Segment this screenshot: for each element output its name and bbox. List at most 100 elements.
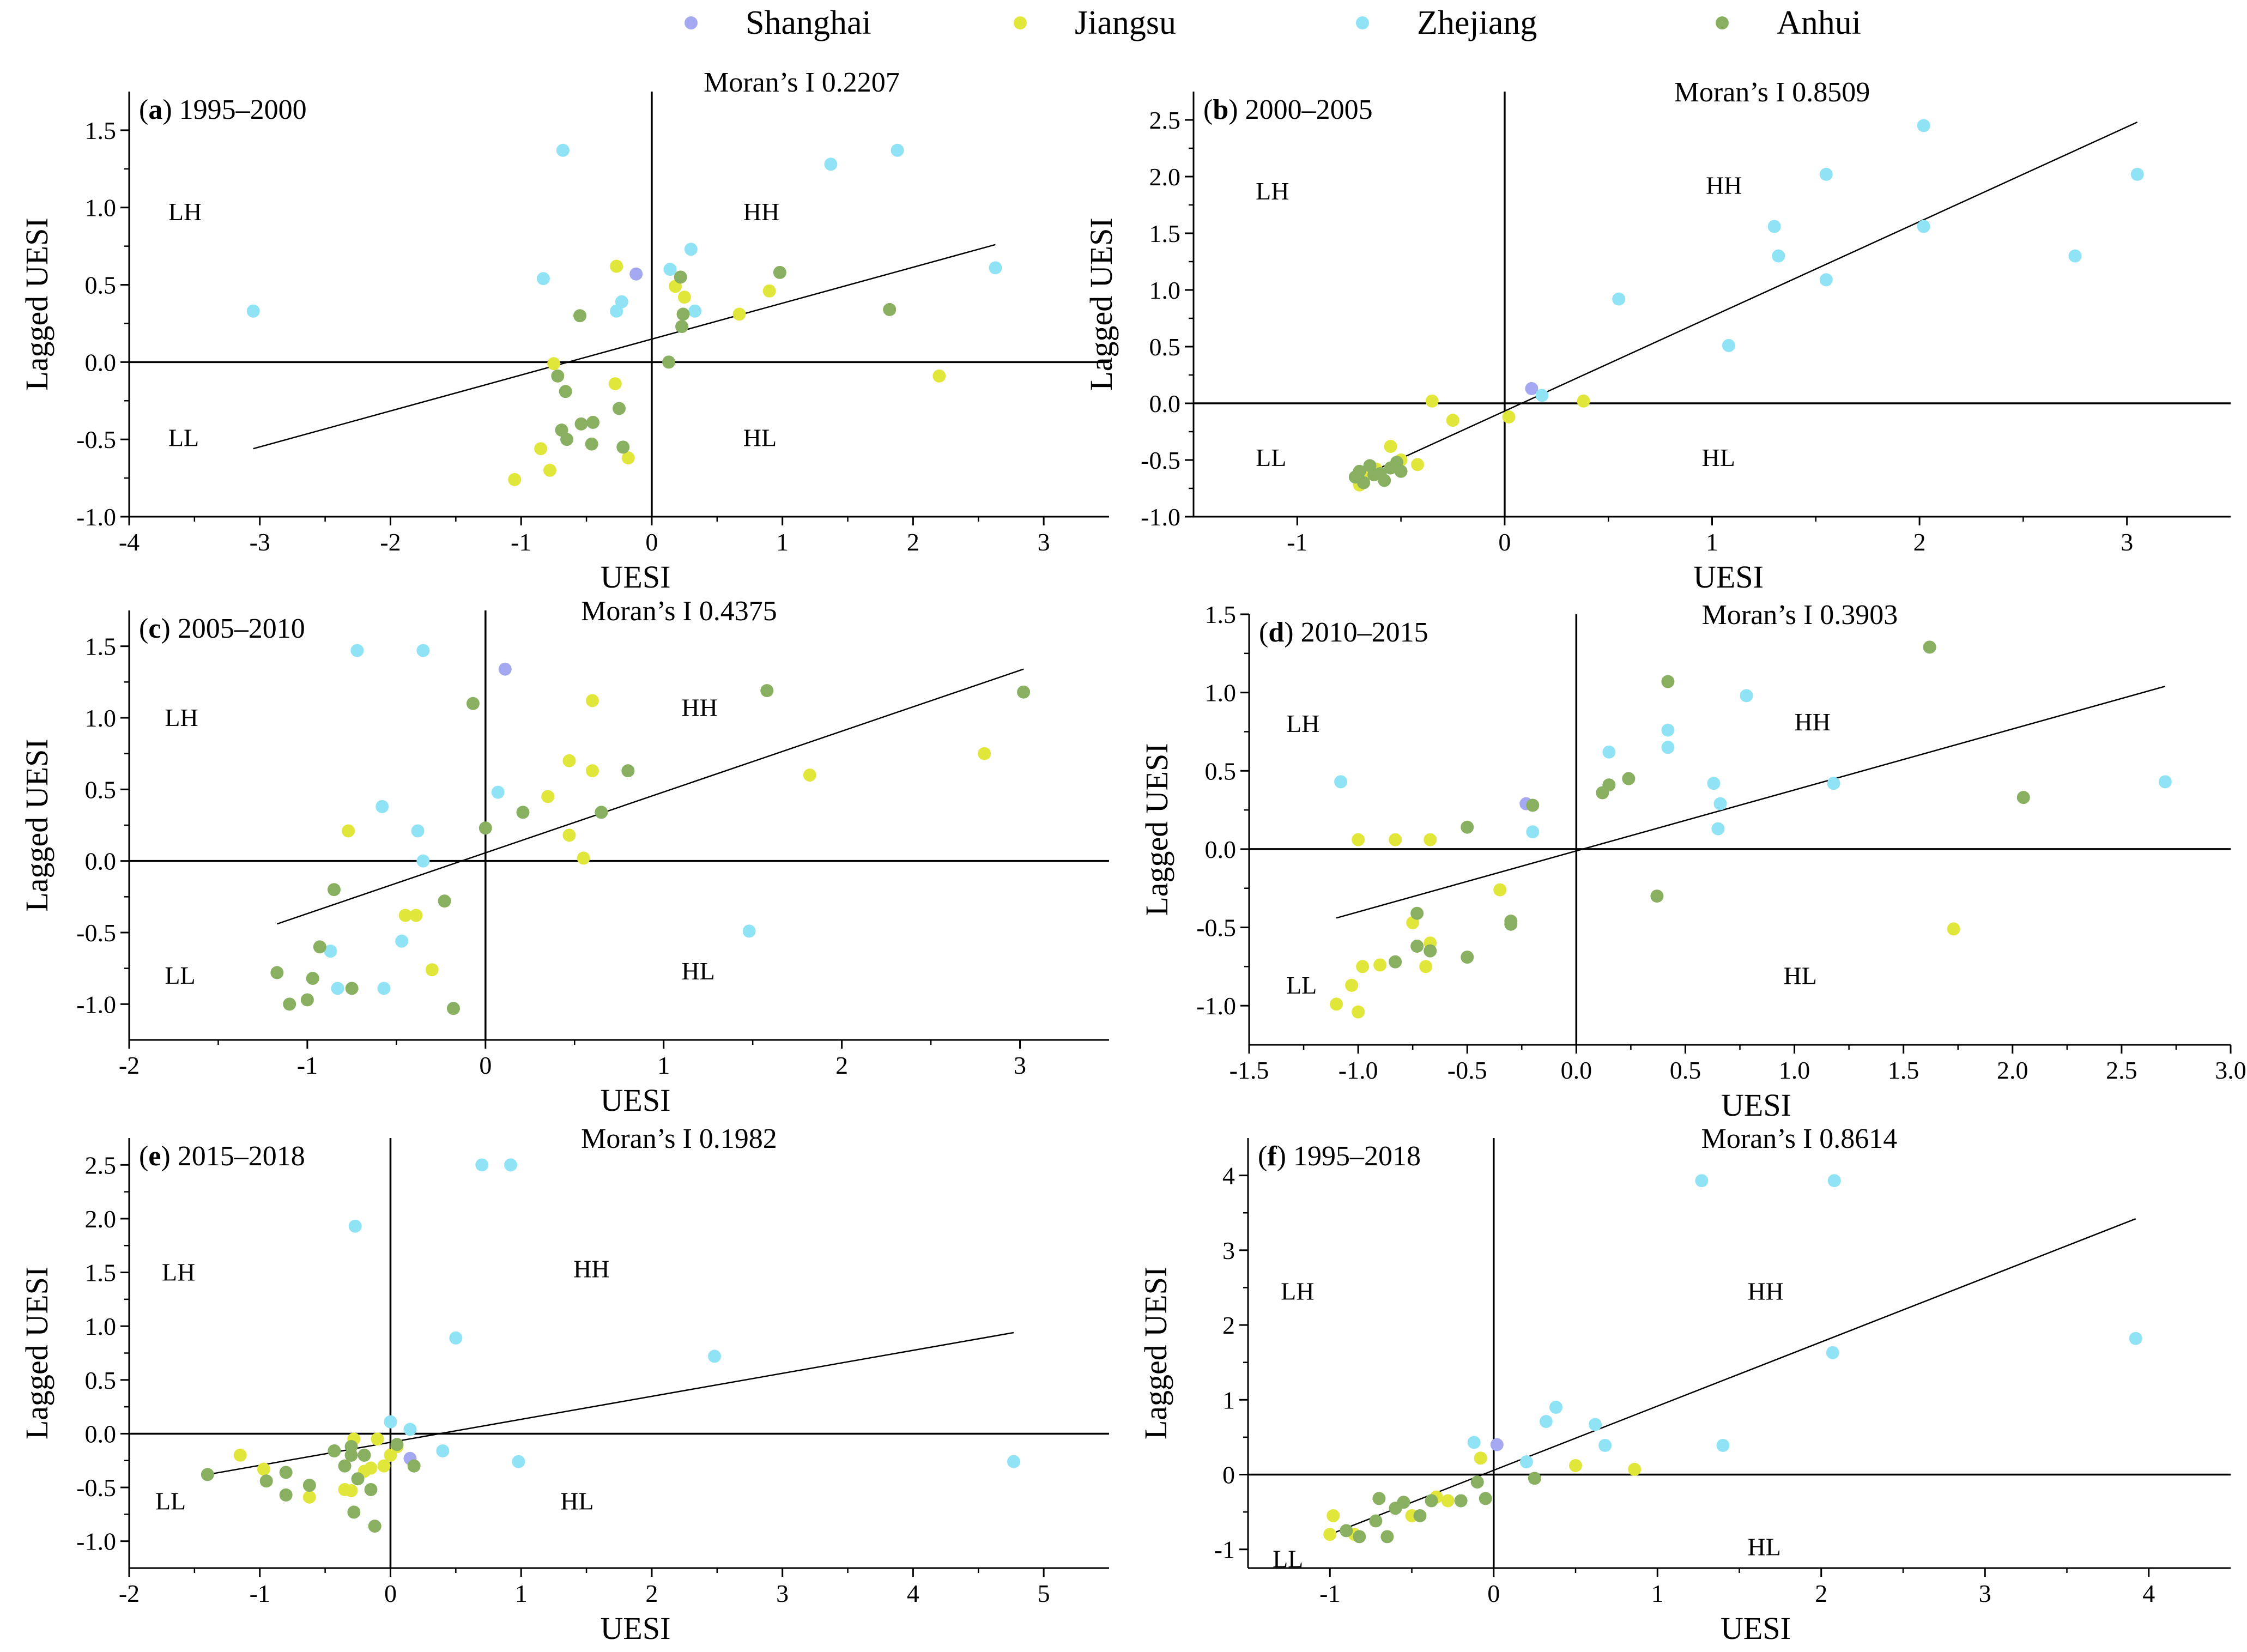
data-point-anhui	[302, 1479, 316, 1492]
y-tick-label: 0	[1222, 1461, 1235, 1488]
data-point-zhejiang	[416, 644, 430, 657]
data-point-anhui	[662, 355, 676, 369]
y-tick-label: -1.0	[76, 990, 116, 1018]
legend-marker	[1716, 16, 1729, 29]
data-point-zhejiang	[2129, 1332, 2142, 1345]
data-point-zhejiang	[1819, 273, 1833, 287]
quadrant-label-ll: LL	[1273, 1545, 1303, 1573]
data-point-zhejiang	[1713, 797, 1727, 810]
legend-item-zhejiang: Zhejiang	[1356, 4, 1537, 41]
y-tick-label: 0.0	[1149, 390, 1181, 417]
x-tick-label: 2.0	[1997, 1056, 2028, 1084]
panel-letter: a	[148, 94, 162, 125]
data-point-jiangsu	[1569, 1459, 1582, 1473]
legend-item-shanghai: Shanghai	[685, 4, 871, 41]
legend-label: Anhui	[1777, 4, 1861, 41]
panel-paren-close: )	[1277, 1141, 1293, 1172]
data-point-zhejiang	[536, 272, 550, 286]
data-point-jiangsu	[1502, 410, 1516, 423]
data-point-anhui	[1390, 456, 1403, 469]
x-axis-label: UESI	[601, 1611, 671, 1646]
data-point-jiangsu	[1356, 960, 1370, 973]
data-point-zhejiang	[384, 1415, 397, 1429]
series-zhejiang	[1467, 1174, 2142, 1469]
quadrant-label-lh: LH	[162, 1258, 195, 1286]
quadrant-label-lh: LH	[1256, 177, 1289, 205]
y-axis-label: Lagged UESI	[19, 1267, 54, 1439]
data-point-zhejiang	[684, 243, 698, 256]
data-point-zhejiang	[610, 304, 623, 318]
y-tick-label: 1.5	[85, 633, 117, 661]
x-tick-label: 3	[776, 1580, 789, 1607]
data-point-zhejiang	[1661, 741, 1675, 754]
x-tick-label: 5	[1038, 1580, 1050, 1607]
legend: Shanghai Jiangsu Zhejiang Anhui	[685, 4, 1861, 41]
data-point-jiangsu	[364, 1461, 378, 1475]
data-point-jiangsu	[562, 754, 576, 767]
data-point-zhejiang	[324, 945, 337, 958]
data-point-zhejiang	[449, 1331, 463, 1345]
data-point-zhejiang	[708, 1350, 722, 1363]
data-point-jiangsu	[608, 377, 622, 391]
quadrant-label-lh: LH	[165, 704, 198, 731]
series-shanghai	[1490, 1438, 1504, 1451]
quadrant-label-ll: LL	[1286, 971, 1317, 999]
panel-letter: c	[148, 613, 161, 644]
data-point-anhui	[1367, 468, 1381, 482]
x-tick-label: 3	[1979, 1580, 1991, 1607]
data-point-zhejiang	[1827, 1174, 1841, 1188]
legend-item-jiangsu: Jiangsu	[1014, 4, 1176, 41]
x-tick-label: -1.5	[1230, 1056, 1269, 1084]
data-point-zhejiang	[246, 304, 260, 318]
data-point-anhui	[1380, 1530, 1394, 1544]
data-point-zhejiang	[1707, 777, 1721, 790]
panel-e: -2 -1 0 1 2 3 4 5 -1.0 -0.5 0.0 0.5 1.0 1.5 2.0 2.5 LH HH…	[19, 1123, 1109, 1646]
legend-item-anhui: Anhui	[1716, 4, 1861, 41]
quadrant-label-hl: HL	[1748, 1533, 1781, 1561]
y-tick-label: 1.0	[1205, 679, 1237, 707]
x-axis-label: UESI	[601, 1082, 671, 1118]
panel-title: (e) 2015–2018	[139, 1141, 305, 1172]
x-tick-label: 2	[645, 1580, 658, 1607]
y-axis-label: Lagged UESI	[1138, 1267, 1173, 1439]
data-point-jiangsu	[1419, 960, 1433, 973]
data-point-jiangsu	[543, 463, 556, 477]
data-point-zhejiang	[556, 143, 570, 157]
x-tick-label: -1.0	[1338, 1056, 1378, 1084]
data-point-jiangsu	[257, 1462, 270, 1476]
panel-title: (f) 1995–2018	[1258, 1141, 1421, 1172]
data-point-anhui	[2016, 791, 2030, 804]
data-point-anhui	[1413, 1509, 1427, 1522]
data-point-jiangsu	[547, 357, 561, 371]
data-point-jiangsu	[1474, 1451, 1487, 1465]
panel-title: (c) 2005–2010	[139, 613, 305, 644]
quadrant-label-hl: HL	[1784, 962, 1817, 990]
data-point-zhejiang	[2130, 167, 2144, 181]
data-point-zhejiang	[1716, 1438, 1730, 1452]
x-tick-label: 0	[645, 528, 658, 556]
data-point-jiangsu	[1384, 440, 1397, 453]
data-point-anhui	[883, 302, 897, 316]
data-point-anhui	[351, 1472, 365, 1486]
quadrant-label-hl: HL	[681, 957, 714, 985]
data-point-zhejiang	[1598, 1438, 1612, 1452]
data-point-zhejiang	[504, 1158, 518, 1172]
data-point-jiangsu	[508, 473, 522, 486]
data-point-zhejiang	[348, 1219, 362, 1233]
x-axis-label: UESI	[1721, 1087, 1791, 1123]
y-tick-label: 1.0	[85, 194, 117, 222]
data-point-anhui	[1389, 1502, 1402, 1515]
data-point-zhejiang	[1827, 777, 1840, 790]
y-tick-label: 1.5	[85, 117, 117, 144]
y-tick-label: 0.0	[85, 848, 117, 875]
panel-period: 2015–2018	[178, 1141, 305, 1172]
data-point-anhui	[1504, 917, 1518, 931]
data-point-zhejiang	[1722, 338, 1735, 352]
data-point-anhui	[327, 883, 341, 897]
series-zhejiang	[246, 143, 1002, 318]
data-point-anhui	[313, 940, 326, 954]
data-point-jiangsu	[610, 259, 623, 273]
data-point-zhejiang	[2068, 249, 2082, 263]
data-point-zhejiang	[989, 261, 1002, 275]
